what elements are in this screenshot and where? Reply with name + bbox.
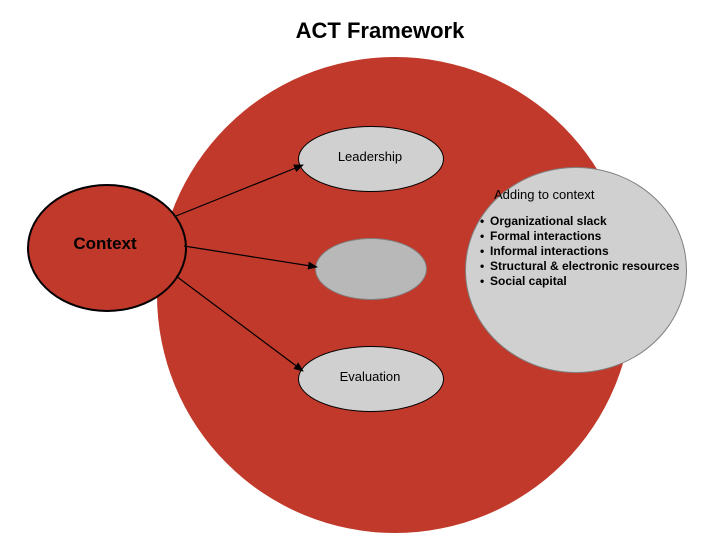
callout-item: •Informal interactions — [480, 244, 680, 259]
bullet-icon: • — [480, 259, 490, 274]
bullet-icon: • — [480, 214, 490, 229]
callout-item: •Organizational slack — [480, 214, 680, 229]
callout-heading: Adding to context — [494, 187, 594, 202]
diagram-title: ACT Framework — [230, 18, 530, 44]
callout-item-text: Organizational slack — [490, 214, 607, 229]
bullet-icon: • — [480, 274, 490, 289]
callout-list: •Organizational slack•Formal interaction… — [480, 214, 680, 289]
bullet-icon: • — [480, 244, 490, 259]
callout-item-text: Formal interactions — [490, 229, 601, 244]
context-label: Context — [5, 234, 205, 254]
evaluation-label: Evaluation — [270, 369, 470, 384]
callout-item: •Social capital — [480, 274, 680, 289]
bullet-icon: • — [480, 229, 490, 244]
diagram-canvas: ACT Framework Context Leadership Evaluat… — [0, 0, 720, 540]
middle-ellipse — [315, 238, 427, 300]
callout-item: •Structural & electronic resources — [480, 259, 680, 274]
callout-item-text: Informal interactions — [490, 244, 609, 259]
callout-item: •Formal interactions — [480, 229, 680, 244]
callout-item-text: Structural & electronic resources — [490, 259, 679, 274]
leadership-label: Leadership — [270, 149, 470, 164]
callout-item-text: Social capital — [490, 274, 567, 289]
